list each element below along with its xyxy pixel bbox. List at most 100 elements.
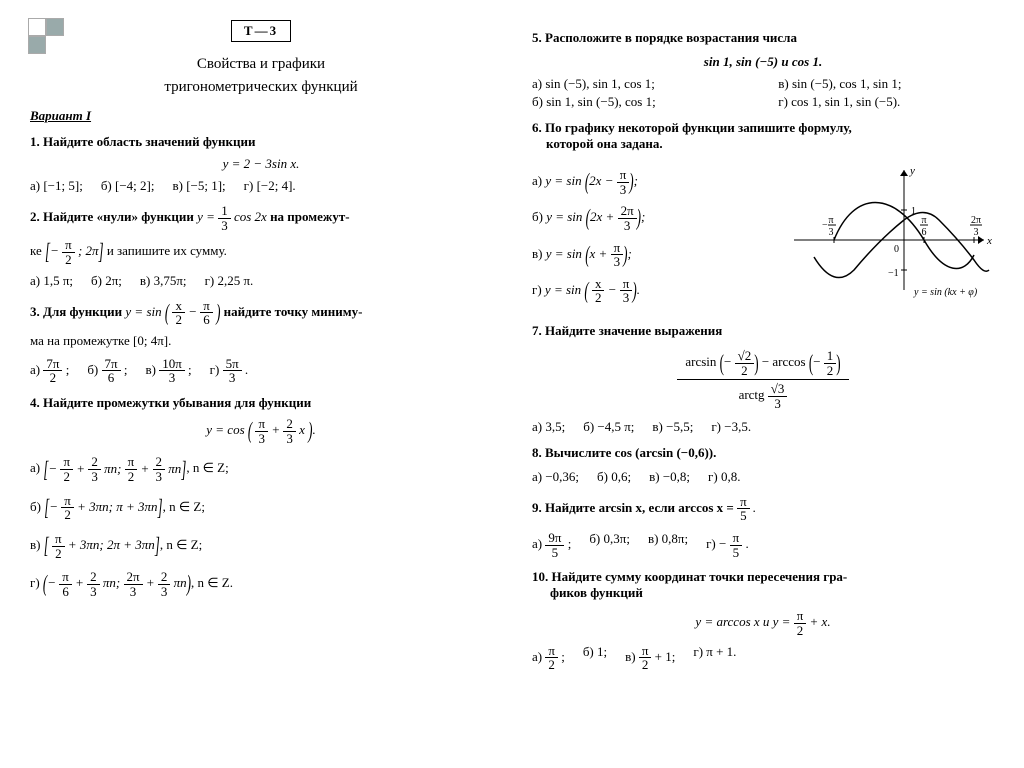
q2-text-post: на промежут- [270, 209, 349, 224]
q5-number: 5. [532, 30, 542, 45]
q8-ans-b: б) 0,6; [597, 469, 631, 485]
main-title-2: тригонометрических функций [30, 79, 492, 96]
variant-heading: Вариант I [30, 108, 492, 124]
q7-ans-b: б) −4,5 π; [583, 419, 634, 435]
q6-text2: которой она задана. [546, 136, 994, 152]
q1-text: Найдите область значений функции [43, 134, 255, 149]
q2-line2: ке [− π2 ; 2π] и запишите их сумму. [30, 238, 492, 266]
q9-ans-d: г) − π5 . [706, 531, 749, 559]
svg-text:y = sin (kx + φ): y = sin (kx + φ) [913, 287, 978, 298]
q1-formula: y = 2 − 3sin x. [30, 156, 492, 172]
q4-ans-c: в) [ π2 + 3πn; 2π + 3πn], n ∈ Z; [30, 532, 492, 560]
q5-ans-d: г) cos 1, sin 1, sin (−5). [778, 94, 994, 110]
q3-number: 3. [30, 304, 40, 319]
q10-formula: y = arccos x и y = π2 + x. [532, 609, 994, 637]
q10-ans-b: б) 1; [583, 644, 607, 672]
q3-ans-b: б) 7π6 ; [87, 357, 127, 385]
q2-ans-c: в) 3,75π; [140, 273, 187, 289]
q4-formula: y = cos ( π3 + 23 x ). [30, 417, 492, 445]
q7-ans-d: г) −3,5. [711, 419, 751, 435]
q9-ans-b: б) 0,3π; [589, 531, 630, 559]
q9-ans-a: а) 9π5 ; [532, 531, 571, 559]
q2-text-pre: Найдите «нули» функции [43, 209, 197, 224]
q3-text-pre: Для функции [43, 304, 125, 319]
q10-ans-c: в) π2 + 1; [625, 644, 675, 672]
q7-ans-c: в) −5,5; [652, 419, 693, 435]
q7-text: Найдите значение выражения [545, 323, 722, 338]
q6-ans-c: в) y = sin (x + π3); [532, 241, 774, 269]
q1-answers: а) [−1; 5]; б) [−4; 2]; в) [−5; 1]; г) [… [30, 178, 492, 194]
question-10: 10. Найдите сумму координат точки пересе… [532, 569, 994, 601]
q1-ans-a: а) [−1; 5]; [30, 178, 83, 194]
main-title-1: Свойства и графики [30, 56, 492, 73]
header-box: Т—3 [231, 20, 291, 42]
q2-number: 2. [30, 209, 40, 224]
q6-graph: x y 0 1 −1 − π 3 π [784, 160, 994, 300]
q10-number: 10. [532, 569, 548, 584]
q5-ans-a: а) sin (−5), sin 1, cos 1; [532, 76, 748, 92]
q4-ans-d: г) (− π6 + 23 πn; 2π3 + 23 πn), n ∈ Z. [30, 570, 492, 598]
q9-answers: а) 9π5 ; б) 0,3π; в) 0,8π; г) − π5 . [532, 531, 994, 559]
q1-ans-c: в) [−5; 1]; [172, 178, 225, 194]
question-9: 9. Найдите arcsin x, если arccos x = π5 … [532, 495, 994, 523]
q6-ans-a: а) y = sin (2x − π3); [532, 168, 774, 196]
q9-number: 9. [532, 500, 542, 515]
q4-text: Найдите промежутки убывания для функции [43, 395, 311, 410]
q3-answers: а) 7π2 ; б) 7π6 ; в) 10π3 ; г) 5π3 . [30, 357, 492, 385]
q3-ans-c: в) 10π3 ; [145, 357, 191, 385]
q5-formula: sin 1, sin (−5) и cos 1. [532, 54, 994, 70]
q8-answers: а) −0,36; б) 0,6; в) −0,8; г) 0,8. [532, 469, 994, 485]
question-3: 3. Для функции y = sin ( x2 − π6 ) найди… [30, 299, 492, 327]
q10-text2: фиков функций [550, 585, 994, 601]
q3-ans-d: г) 5π3 . [210, 357, 249, 385]
corner-decoration [28, 18, 58, 48]
q1-ans-b: б) [−4; 2]; [101, 178, 155, 194]
q7-formula: arcsin (− √22) − arccos (− 12) arctg √33 [532, 347, 994, 413]
q9-ans-c: в) 0,8π; [648, 531, 688, 559]
q5-text: Расположите в порядке возрастания числа [545, 30, 797, 45]
q2-ans-b: б) 2π; [91, 273, 122, 289]
q7-answers: а) 3,5; б) −4,5 π; в) −5,5; г) −3,5. [532, 419, 994, 435]
q2-inline-formula: y = 13 cos 2x [197, 209, 267, 224]
q6-ans-b: б) y = sin (2x + 2π3); [532, 204, 774, 232]
left-column: Т—3 Свойства и графики тригонометрически… [30, 20, 492, 682]
q6-number: 6. [532, 120, 542, 135]
q3-ans-a: а) 7π2 ; [30, 357, 69, 385]
q2-answers: а) 1,5 π; б) 2π; в) 3,75π; г) 2,25 π. [30, 273, 492, 289]
q7-ans-a: а) 3,5; [532, 419, 565, 435]
q2-interval: [− π2 ; 2π] [45, 243, 104, 258]
svg-text:y: y [909, 165, 915, 177]
q8-ans-d: г) 0,8. [708, 469, 740, 485]
q8-ans-c: в) −0,8; [649, 469, 690, 485]
question-5: 5. Расположите в порядке возрастания чис… [532, 30, 994, 46]
right-column: 5. Расположите в порядке возрастания чис… [532, 20, 994, 682]
q2-ans-d: г) 2,25 π. [205, 273, 254, 289]
q3-inline-formula: y = sin ( x2 − π6 ) [125, 304, 220, 319]
q8-text: Вычислите cos (arcsin (−0,6)). [545, 445, 716, 460]
q2-ans-a: а) 1,5 π; [30, 273, 73, 289]
question-8: 8. Вычислите cos (arcsin (−0,6)). [532, 445, 994, 461]
q6-text1: По графику некоторой функции запишите фо… [545, 120, 852, 135]
q10-text1: Найдите сумму координат точки пересечени… [552, 569, 848, 584]
q10-ans-a: а) π2 ; [532, 644, 565, 672]
q2-line2-pre: ке [30, 243, 45, 258]
question-4: 4. Найдите промежутки убывания для функц… [30, 395, 492, 411]
q8-number: 8. [532, 445, 542, 460]
q4-number: 4. [30, 395, 40, 410]
q3-line2: ма на промежутке [0; 4π]. [30, 333, 492, 349]
q4-ans-b: б) [− π2 + 3πn; π + 3πn], n ∈ Z; [30, 494, 492, 522]
q4-ans-a: а) [− π2 + 23 πn; π2 + 23 πn], n ∈ Z; [30, 455, 492, 483]
question-2: 2. Найдите «нули» функции y = 13 cos 2x … [30, 204, 492, 232]
q1-ans-d: г) [−2; 4]. [244, 178, 296, 194]
question-7: 7. Найдите значение выражения [532, 323, 994, 339]
q6-options: а) y = sin (2x − π3); б) y = sin (2x + 2… [532, 160, 774, 313]
q9-inline: π5 . [737, 500, 756, 515]
q5-ans-b: б) sin 1, sin (−5), cos 1; [532, 94, 748, 110]
q3-text-post: найдите точку миниму- [224, 304, 363, 319]
question-1: 1. Найдите область значений функции [30, 134, 492, 150]
q6-ans-d: г) y = sin ( x2 − π3). [532, 277, 774, 305]
q10-answers: а) π2 ; б) 1; в) π2 + 1; г) π + 1. [532, 644, 994, 672]
q5-ans-c: в) sin (−5), cos 1, sin 1; [778, 76, 994, 92]
q7-number: 7. [532, 323, 542, 338]
q10-ans-d: г) π + 1. [693, 644, 736, 672]
